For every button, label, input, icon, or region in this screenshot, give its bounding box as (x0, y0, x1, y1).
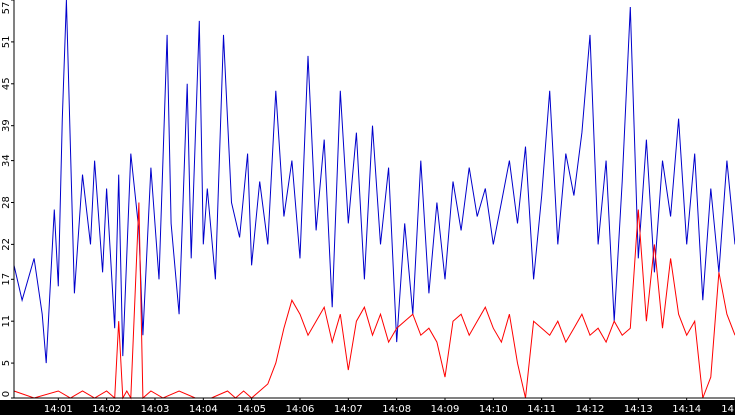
x-tick-label: 14:11 (527, 404, 556, 415)
x-tick-label: 14:06 (286, 404, 315, 415)
x-tick-label: 14:10 (479, 404, 508, 415)
x-tick-label: 14:13 (624, 404, 653, 415)
y-axis-ticks: 0 5 11 17 22 28 34 39 45 51 57 (1, 0, 14, 399)
x-tick-label: 14:05 (237, 404, 266, 415)
x-axis-band (0, 400, 735, 415)
x-tick-label: 14:02 (92, 404, 121, 415)
y-tick-label: 39 (1, 119, 12, 132)
x-tick-label: 14:14 (672, 404, 701, 415)
x-tick-label: 14:08 (382, 404, 411, 415)
x-tick-label: 14:09 (431, 404, 460, 415)
y-tick-label: 22 (1, 238, 12, 251)
y-tick-label: 28 (1, 196, 12, 209)
y-tick-label: 17 (1, 273, 12, 286)
x-tick-label: 14:01 (44, 404, 73, 415)
y-tick-label: 57 (1, 2, 12, 15)
x-axis-ticks: 14:01 14:02 14:03 14:04 14:05 14:06 14:07 14:08… (44, 398, 735, 415)
y-tick-label: 0 (1, 391, 12, 397)
x-tick-label: 14:07 (334, 404, 363, 415)
series-line-0 (13, 0, 735, 364)
x-tick-label: 14:03 (141, 404, 170, 415)
y-tick-label: 5 (1, 360, 12, 366)
x-tick-label: 14:12 (576, 404, 605, 415)
y-tick-label: 45 (1, 77, 12, 90)
plot-lines (13, 0, 735, 400)
x-tick-label: 14:04 (189, 404, 218, 415)
y-tick-label: 51 (1, 36, 12, 49)
y-tick-label: 34 (1, 154, 12, 167)
series-line-1 (13, 202, 735, 400)
x-tick-label: 14 (721, 404, 734, 415)
y-tick-label: 11 (1, 315, 12, 328)
